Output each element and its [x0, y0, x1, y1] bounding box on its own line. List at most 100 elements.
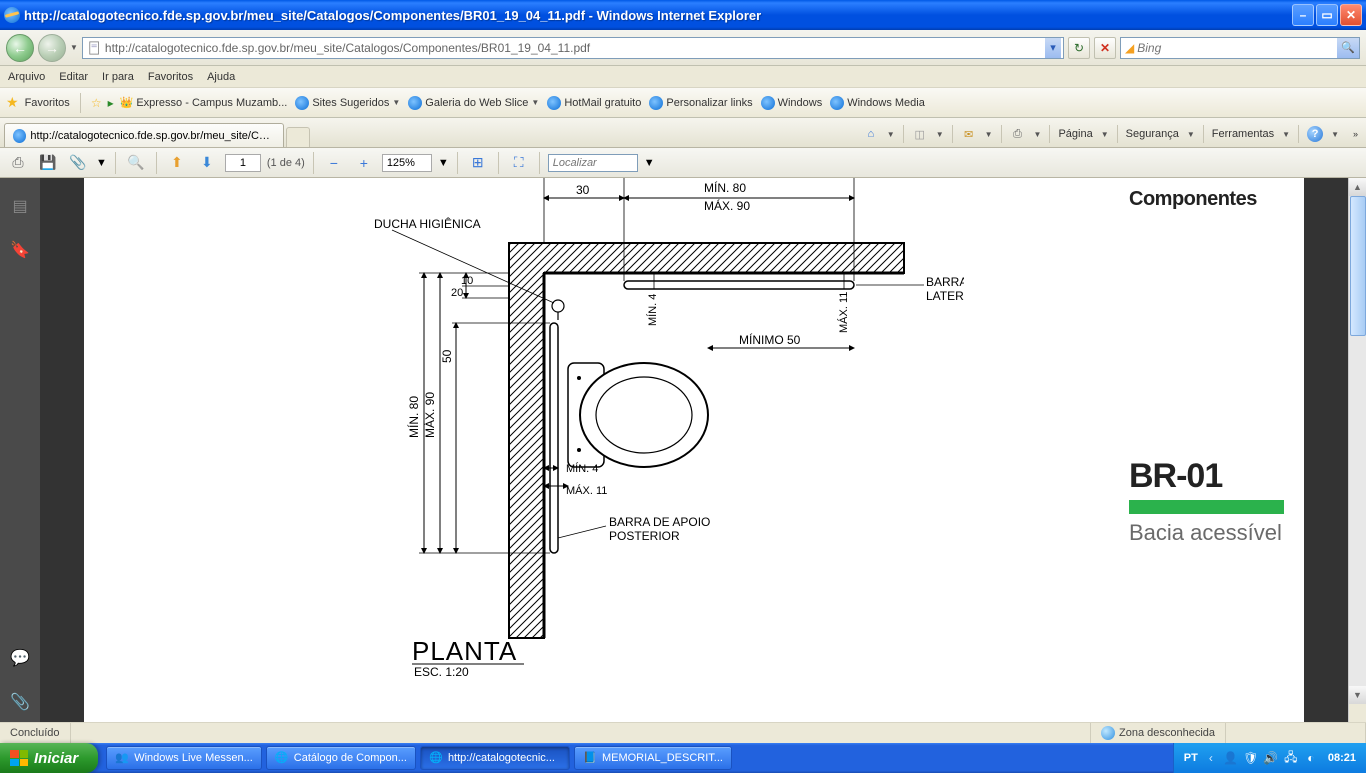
svg-text:MÁX. 90: MÁX. 90 [422, 392, 437, 438]
scroll-up-button[interactable]: ▲ [1349, 178, 1366, 196]
pdf-email-button[interactable]: 📎 [66, 151, 90, 175]
svg-text:MÍN. 4: MÍN. 4 [646, 294, 659, 326]
technical-drawing: 30 MÍN. 80 MÁX. 90 MÍN. 4 MÁX. 11 MÍNIMO… [344, 178, 964, 718]
tab-active[interactable]: http://catalogotecnico.fde.sp.gov.br/meu… [4, 123, 284, 147]
cmd-seguranca[interactable]: Segurança [1126, 128, 1179, 140]
menu-favoritos[interactable]: Favoritos [148, 71, 193, 83]
app-icon: 📘 [583, 751, 597, 765]
close-button[interactable]: ✕ [1340, 4, 1362, 26]
tray-icon-chevron[interactable]: ‹ [1204, 751, 1218, 765]
pdf-comments-icon[interactable]: 💬 [10, 648, 30, 668]
pdf-next-page-button[interactable]: ⬇ [195, 151, 219, 175]
favorite-link[interactable]: 👑Expresso - Campus Muzamb... [120, 96, 288, 109]
add-feed-icon[interactable]: ▸ [108, 96, 114, 110]
ie-icon [408, 96, 422, 110]
help-icon[interactable]: ? [1307, 126, 1323, 142]
language-indicator[interactable]: PT [1184, 752, 1198, 764]
new-tab-button[interactable] [286, 127, 310, 147]
tray-icon-msn[interactable]: 👤 [1224, 751, 1238, 765]
taskbar-item[interactable]: 👥Windows Live Messen... [106, 746, 262, 770]
tray-icon-shield[interactable]: 🛡 [1244, 751, 1258, 765]
pdf-find-input[interactable] [548, 154, 638, 172]
favorites-label[interactable]: Favoritos [25, 97, 70, 109]
svg-text:MÁX. 90: MÁX. 90 [704, 198, 750, 213]
menu-editar[interactable]: Editar [59, 71, 88, 83]
pdf-prev-page-button[interactable]: ⬆ [165, 151, 189, 175]
svg-text:MÁX. 11: MÁX. 11 [566, 484, 607, 497]
pdf-zoom-dropdown[interactable]: ▼ [438, 157, 449, 169]
pdf-scrollbar[interactable]: ▲ ▼ [1348, 178, 1366, 722]
scroll-thumb[interactable] [1350, 196, 1366, 336]
stop-button[interactable]: ✕ [1094, 37, 1116, 59]
pdf-pages-panel-icon[interactable]: ▤ [10, 196, 30, 216]
address-dropdown[interactable]: ▾ [1045, 38, 1061, 58]
forward-button[interactable]: → [38, 34, 66, 62]
ie-icon [761, 96, 775, 110]
menu-arquivo[interactable]: Arquivo [8, 71, 45, 83]
chevron-expand-icon[interactable]: » [1353, 129, 1358, 139]
menu-ajuda[interactable]: Ajuda [207, 71, 235, 83]
cmd-ferramentas[interactable]: Ferramentas [1212, 128, 1274, 140]
taskbar-item[interactable]: 📘MEMORIAL_DESCRIT... [574, 746, 732, 770]
svg-text:MÍN. 80: MÍN. 80 [406, 396, 421, 438]
favorites-star-icon[interactable]: ★ [6, 94, 19, 111]
pdf-bookmarks-icon[interactable]: 🔖 [10, 240, 30, 260]
sheet-desc: Bacia acessível [1129, 520, 1284, 545]
favorite-link[interactable]: Windows Media [830, 96, 925, 110]
refresh-button[interactable]: ↻ [1068, 37, 1090, 59]
pdf-find-dropdown[interactable]: ▼ [644, 157, 655, 169]
start-button[interactable]: Iniciar [0, 743, 98, 773]
status-bar: Concluído Zona desconhecida [0, 722, 1366, 743]
favorite-link[interactable]: Windows [761, 96, 823, 110]
print-icon[interactable]: ⎙ [1010, 126, 1026, 142]
pdf-zoom-out-button[interactable]: − [322, 151, 346, 175]
mail-icon[interactable]: ✉ [961, 126, 977, 142]
address-input[interactable] [105, 41, 1045, 55]
favorite-link[interactable]: Galeria do Web Slice▼ [408, 96, 539, 110]
pdf-print-button[interactable]: ⎙ [6, 151, 30, 175]
window-titlebar: http://catalogotecnico.fde.sp.gov.br/meu… [0, 0, 1366, 30]
cmd-pagina[interactable]: Página [1058, 128, 1092, 140]
app-icon: 👥 [115, 751, 129, 765]
maximize-button[interactable]: ▭ [1316, 4, 1338, 26]
taskbar-item[interactable]: 🌐http://catalogotecnic... [420, 746, 570, 770]
address-bar[interactable]: ▾ [82, 37, 1064, 59]
pdf-save-button[interactable]: 💾 [36, 151, 60, 175]
tab-favicon [13, 129, 26, 143]
home-icon[interactable]: ⌂ [863, 126, 879, 142]
feed-icon[interactable]: ◫ [912, 126, 928, 142]
scroll-down-button[interactable]: ▼ [1349, 686, 1366, 704]
tray-icon-misc[interactable]: ◐ [1304, 751, 1318, 765]
tray-icon-volume[interactable]: 🔊 [1264, 751, 1278, 765]
pdf-fit-page-button[interactable]: ⛶ [507, 151, 531, 175]
pdf-tools-dropdown[interactable]: ▼ [96, 157, 107, 169]
minimize-button[interactable]: – [1292, 4, 1314, 26]
favorite-link[interactable]: Sites Sugeridos▼ [295, 96, 400, 110]
recent-dropdown[interactable]: ▼ [70, 43, 78, 52]
favorite-link[interactable]: Personalizar links [649, 96, 752, 110]
pdf-zoom-in-button[interactable]: + [352, 151, 376, 175]
favorite-link[interactable]: HotMail gratuito [547, 96, 641, 110]
menu-irpara[interactable]: Ir para [102, 71, 134, 83]
search-bar[interactable]: ◢ 🔍 [1120, 37, 1360, 59]
add-favorite-icon[interactable]: ☆ [91, 96, 102, 110]
svg-text:PLANTA: PLANTA [412, 636, 517, 666]
pdf-fit-width-button[interactable]: ⊞ [466, 151, 490, 175]
search-input[interactable] [1137, 41, 1337, 55]
taskbar-item[interactable]: 🌐Catálogo de Compon... [266, 746, 416, 770]
svg-text:BARRA DE APOIO: BARRA DE APOIO [609, 515, 710, 529]
tray-icon-network[interactable]: 🖧 [1284, 751, 1298, 765]
pdf-toolbar: ⎙ 💾 📎 ▼ 🔍 ⬆ ⬇ (1 de 4) − + ▼ ⊞ ⛶ ▼ [0, 148, 1366, 178]
pdf-zoom-input[interactable] [382, 154, 432, 172]
pdf-page-area[interactable]: Componentes BR-01 Bacia acessível [40, 178, 1348, 722]
pdf-page-input[interactable] [225, 154, 261, 172]
tab-bar: http://catalogotecnico.fde.sp.gov.br/meu… [0, 118, 1366, 148]
window-title: http://catalogotecnico.fde.sp.gov.br/meu… [24, 8, 1292, 23]
sheet-info-panel: Componentes BR-01 Bacia acessível [1129, 188, 1284, 545]
ie-icon [295, 96, 309, 110]
search-button[interactable]: 🔍 [1337, 38, 1359, 58]
back-button[interactable]: ← [6, 34, 34, 62]
taskbar-clock[interactable]: 08:21 [1328, 752, 1356, 764]
pdf-attachments-icon[interactable]: 📎 [10, 692, 30, 712]
pdf-search-button[interactable]: 🔍 [124, 151, 148, 175]
